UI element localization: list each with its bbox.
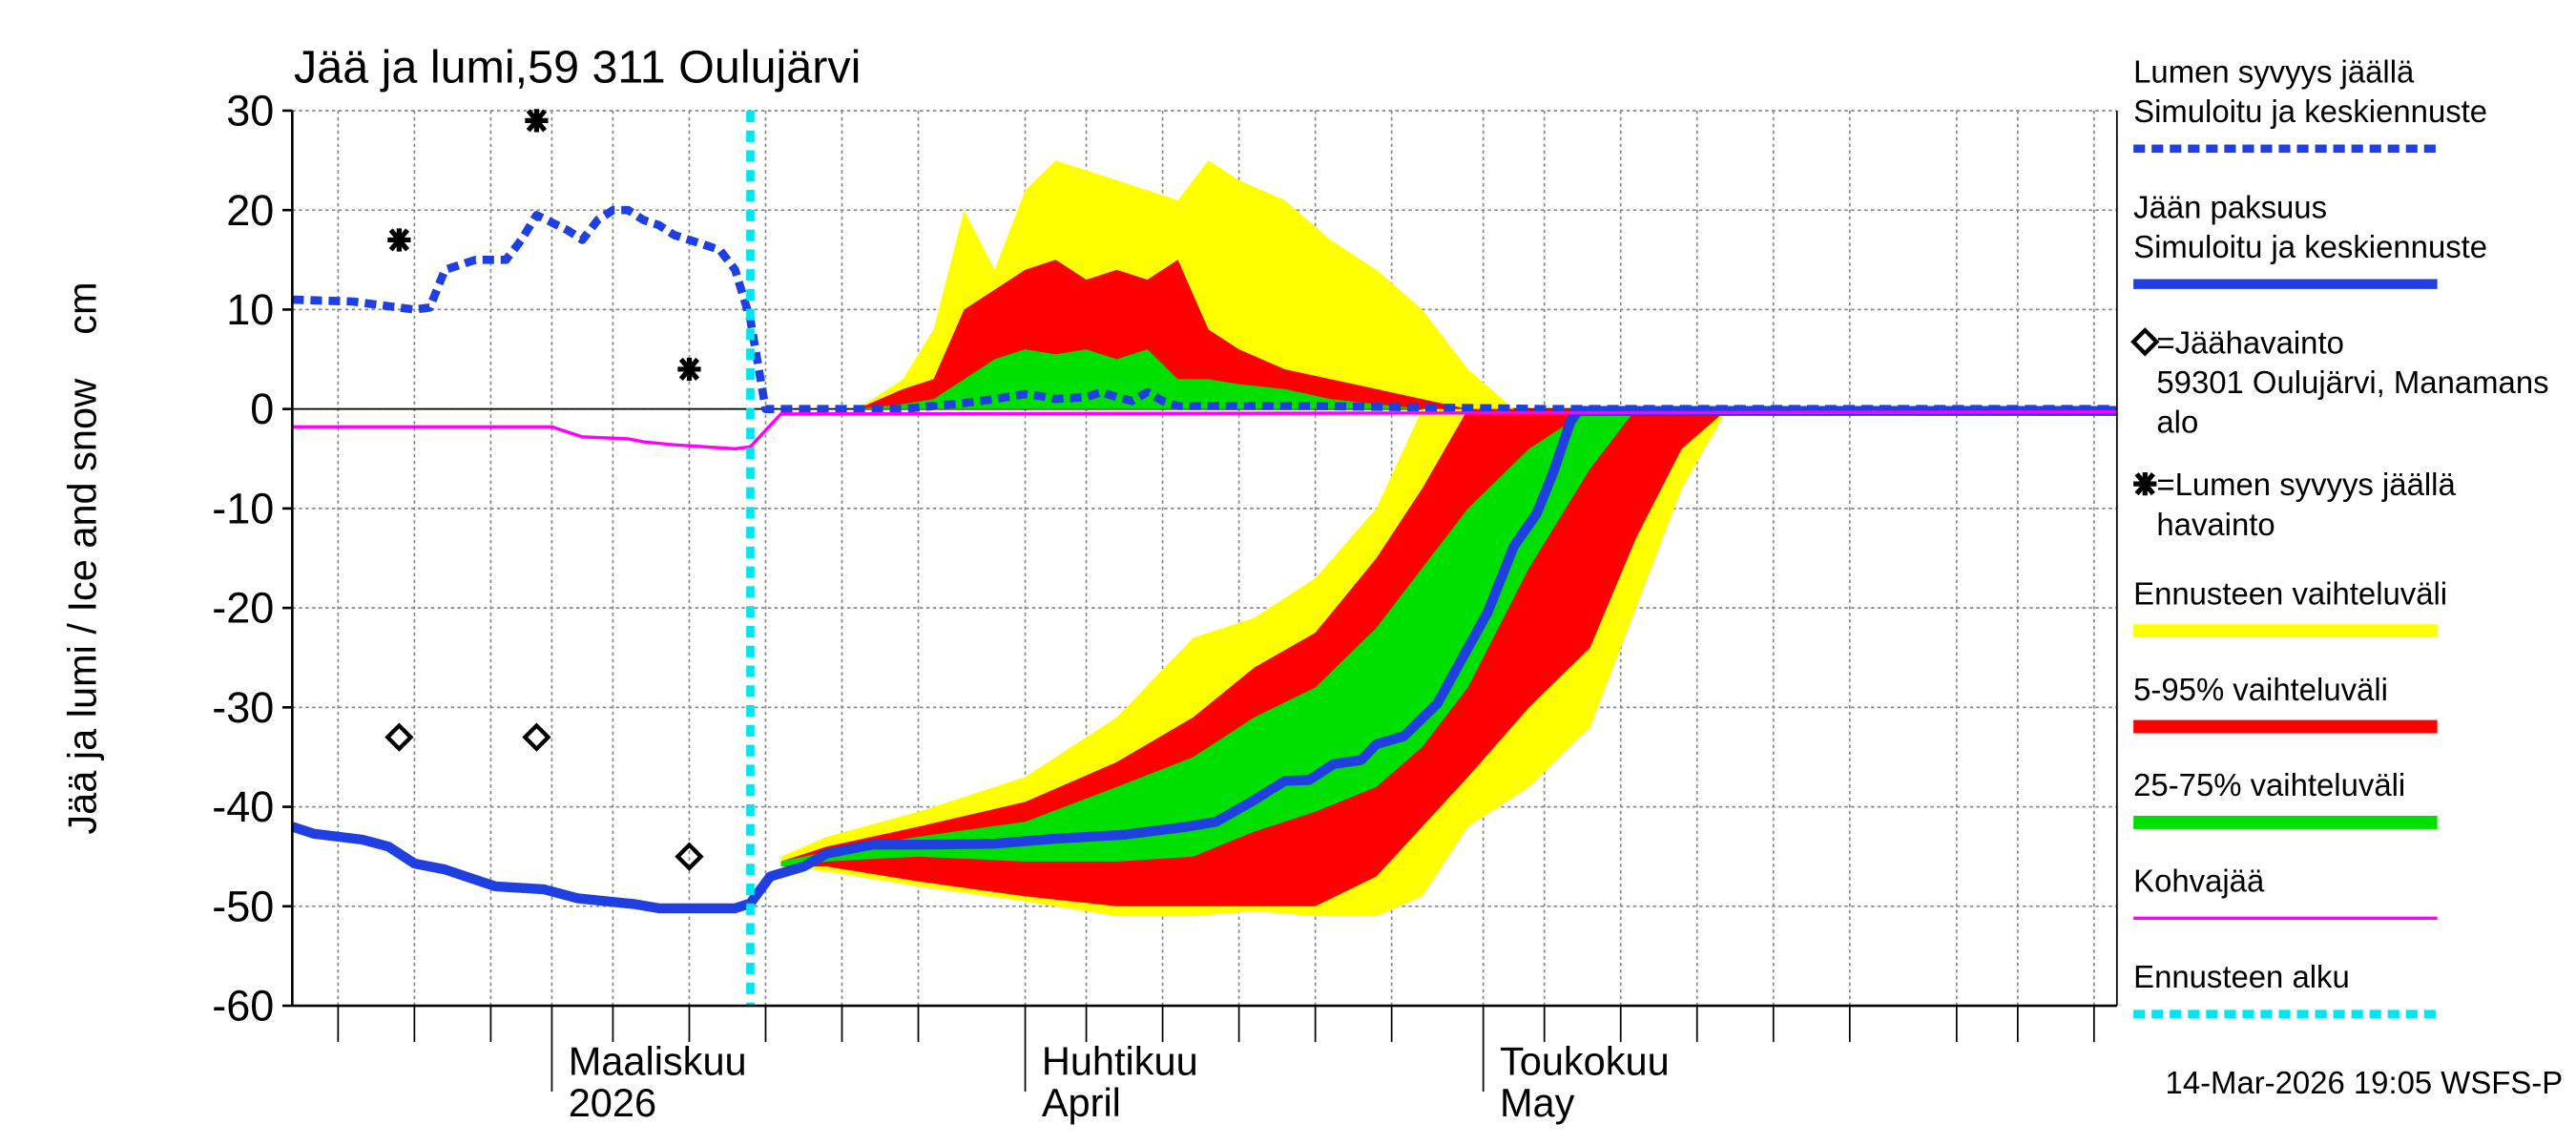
- legend-label: Lumen syvyys jäällä: [2133, 54, 2415, 90]
- bands: [780, 160, 1728, 917]
- x-tick-label: 2026: [569, 1080, 656, 1125]
- y-tick-label: -60: [212, 982, 274, 1030]
- legend-label: havainto: [2156, 507, 2275, 542]
- x-tick-label: May: [1500, 1080, 1575, 1125]
- chart-title: Jää ja lumi,59 311 Oulujärvi: [294, 42, 861, 94]
- snow-observation: [525, 109, 549, 133]
- x-tick-label: Maaliskuu: [569, 1039, 747, 1084]
- y-axis-label: Jää ja lumi / Ice and snow cm: [59, 281, 104, 834]
- legend-label: alo: [2156, 404, 2198, 439]
- ice-observation: [522, 722, 551, 752]
- legend-label: Jään paksuus: [2133, 189, 2327, 224]
- legend-label: Simuloitu ja keskiennuste: [2133, 94, 2487, 129]
- legend-label: =Jäähavainto: [2156, 324, 2344, 360]
- band: [780, 408, 1728, 867]
- legend-label: 59301 Oulujärvi, Manamans: [2156, 364, 2548, 400]
- y-tick-label: 20: [226, 186, 274, 235]
- snow-observation: [677, 357, 701, 382]
- y-tick-label: -10: [212, 484, 274, 532]
- legend-label: Ennusteen vaihteluväli: [2133, 575, 2447, 611]
- y-tick-label: -50: [212, 882, 274, 930]
- x-tick-label: Toukokuu: [1500, 1039, 1670, 1084]
- legend-symbol: [2133, 472, 2157, 496]
- legend-label: 25-75% vaihteluväli: [2133, 767, 2405, 802]
- y-tick-label: -30: [212, 683, 274, 732]
- line: [292, 410, 2117, 451]
- y-tick-label: 0: [250, 385, 274, 433]
- snow-observation: [387, 228, 411, 252]
- legend-symbol: [2130, 327, 2160, 357]
- ice-observation: [384, 722, 414, 752]
- footer: 14-Mar-2026 19:05 WSFS-P: [2166, 1065, 2564, 1100]
- y-tick-label: -20: [212, 584, 274, 633]
- x-tick-label: April: [1042, 1080, 1121, 1125]
- line: [290, 406, 2117, 914]
- legend-label: 5-95% vaihteluväli: [2133, 672, 2388, 707]
- legend-label: Simuloitu ja keskiennuste: [2133, 229, 2487, 264]
- y-tick-label: -40: [212, 782, 274, 831]
- y-tick-label: 10: [226, 285, 274, 334]
- legend-label: =Lumen syvyys jäällä: [2156, 467, 2456, 502]
- lines: [290, 109, 2117, 1007]
- legend-label: Kohvajää: [2133, 864, 2265, 899]
- x-tick-label: Huhtikuu: [1042, 1039, 1198, 1084]
- y-tick-label: 30: [226, 87, 274, 135]
- legend: Lumen syvyys jäällä Simuloitu ja keskienn…: [2130, 54, 2549, 1019]
- ice-observation: [675, 842, 704, 871]
- legend-label: Ennusteen alku: [2133, 959, 2350, 994]
